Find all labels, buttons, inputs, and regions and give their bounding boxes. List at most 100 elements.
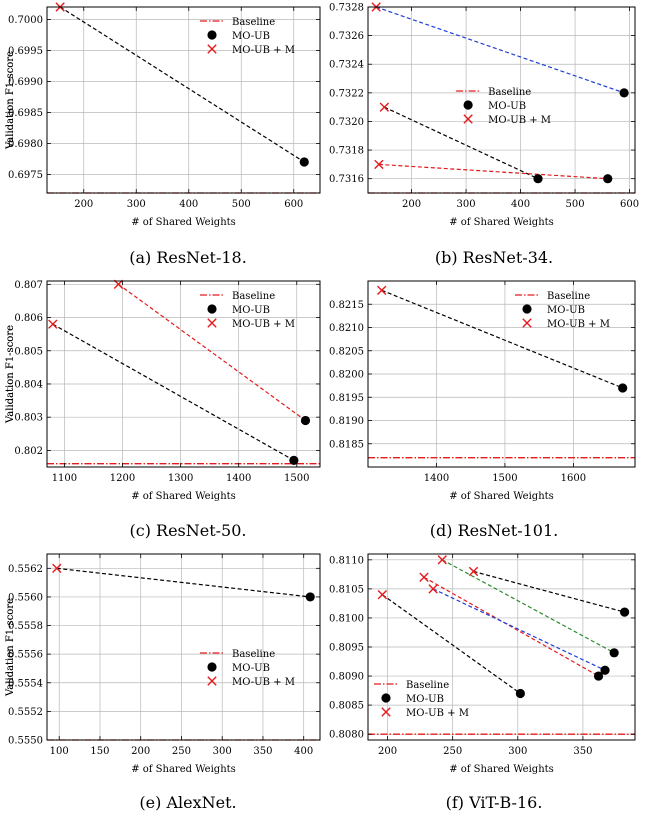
- mo-ub-m-point: [437, 555, 447, 565]
- subfigure-caption: (f) ViT-B-16.: [446, 793, 543, 812]
- y-tick-label: 0.7320: [329, 117, 364, 128]
- x-tick-label: 1100: [52, 473, 77, 484]
- legend-mo-ub-swatch: [207, 30, 217, 40]
- y-tick-label: 0.8100: [329, 613, 364, 624]
- chart-panel-3: 1400 1500 1600 0.8185 0.8190 0.8195 0.8200 0.82…: [5, 280, 636, 540]
- x-tick-label: 100: [50, 746, 69, 757]
- x-tick-label: 1600: [561, 473, 586, 484]
- pareto-dashed-line: [56, 567, 311, 598]
- legend-mo-ub-swatch: [381, 693, 391, 703]
- y-tick-label: 0.8095: [329, 643, 364, 654]
- legend-mo-ub-m-swatch: [207, 44, 217, 54]
- subfigure-caption: (d) ResNet-101.: [430, 521, 558, 540]
- x-tick-label: 500: [566, 199, 585, 210]
- x-tick-label: 300: [213, 746, 232, 757]
- legend-label-mo-ub-m: MO-UB + M: [232, 319, 295, 330]
- mo-ub-point: [619, 88, 629, 98]
- y-tick-label: 0.6985: [8, 108, 43, 119]
- y-tick-label: 0.8085: [329, 701, 364, 712]
- subfigure-caption: (c) ResNet-50.: [129, 521, 246, 540]
- y-tick-label: 0.6975: [8, 170, 43, 181]
- y-tick-label: 0.5562: [8, 564, 43, 575]
- legend-label-mo-ub-m: MO-UB + M: [232, 677, 295, 688]
- legend-mo-ub-m-swatch: [381, 707, 391, 717]
- y-tick-label: 0.7316: [329, 174, 364, 185]
- legend-label-mo-ub-m: MO-UB + M: [547, 319, 610, 330]
- y-tick-label: 0.6995: [8, 46, 43, 57]
- x-tick-label: 300: [457, 199, 476, 210]
- x-axis-title: # of Shared Weights: [449, 217, 554, 228]
- x-tick-label: 400: [179, 199, 198, 210]
- x-tick-label: 200: [378, 746, 397, 757]
- legend-label-mo-ub: MO-UB: [406, 694, 444, 705]
- pareto-dashed-line: [59, 6, 305, 163]
- x-tick-label: 1300: [168, 473, 193, 484]
- legend-label-mo-ub: MO-UB: [232, 31, 270, 42]
- legend-label-baseline: Baseline: [232, 649, 275, 660]
- y-axis-title: Validation F1-score: [5, 325, 16, 424]
- legend-label-mo-ub-m: MO-UB + M: [488, 115, 551, 126]
- y-tick-label: 0.806: [14, 313, 43, 324]
- y-tick-label: 0.805: [14, 346, 43, 357]
- axes-frame: [46, 280, 321, 468]
- y-tick-label: 0.8195: [329, 393, 364, 404]
- pareto-dashed-line: [375, 6, 625, 94]
- y-tick-label: 0.7000: [8, 15, 43, 26]
- mo-ub-m-point: [428, 584, 438, 594]
- x-tick-label: 300: [127, 199, 146, 210]
- legend-mo-ub-m-swatch: [207, 676, 217, 686]
- legend-mo-ub-swatch: [522, 304, 532, 314]
- x-axis-title: # of Shared Weights: [449, 764, 554, 775]
- mo-ub-m-point: [48, 319, 58, 329]
- y-tick-label: 0.7326: [329, 31, 364, 42]
- legend-mo-ub-m-swatch: [463, 114, 473, 124]
- y-tick-label: 0.8190: [329, 416, 364, 427]
- y-axis-title: Validation F1-score: [5, 598, 16, 697]
- legend: Baseline MO-UB MO-UB + M: [456, 87, 551, 126]
- x-tick-label: 600: [284, 199, 303, 210]
- legend-mo-ub-swatch: [463, 100, 473, 110]
- x-axis-title: # of Shared Weights: [131, 217, 236, 228]
- x-axis-title: # of Shared Weights: [449, 491, 554, 502]
- y-tick-label: 0.5554: [8, 678, 43, 689]
- x-tick-label: 1400: [226, 473, 251, 484]
- y-tick-label: 0.6980: [8, 139, 43, 150]
- x-tick-label: 500: [232, 199, 251, 210]
- x-tick-label: 1500: [492, 473, 517, 484]
- x-tick-label: 1500: [284, 473, 309, 484]
- mo-ub-m-point: [376, 285, 387, 295]
- y-tick-label: 0.7328: [329, 3, 364, 14]
- mo-ub-point: [289, 455, 299, 465]
- mo-ub-point: [593, 671, 604, 681]
- legend-label-mo-ub: MO-UB: [488, 101, 526, 112]
- mo-ub-point: [618, 383, 628, 393]
- y-tick-label: 0.8090: [329, 672, 364, 683]
- y-tick-label: 0.5558: [8, 621, 43, 632]
- x-axis-title: # of Shared Weights: [131, 764, 236, 775]
- y-tick-label: 0.5560: [8, 592, 43, 603]
- legend-mo-ub-swatch: [207, 304, 217, 314]
- y-tick-label: 0.6990: [8, 77, 43, 88]
- legend: Baseline MO-UB MO-UB + M: [200, 649, 295, 688]
- legend-label-mo-ub: MO-UB: [232, 663, 270, 674]
- mo-ub-m-point: [419, 572, 429, 582]
- legend-label-baseline: Baseline: [232, 291, 275, 302]
- pareto-dashed-line: [384, 106, 539, 180]
- chart-panel-4: 100 150 200 250 300 350 400 0.5550 0.5552 0.5554 0…: [5, 553, 321, 812]
- x-tick-label: 1400: [424, 473, 449, 484]
- y-tick-label: 0.7318: [329, 146, 364, 157]
- mo-ub-m-point: [52, 563, 62, 574]
- pareto-dashed-line: [441, 559, 615, 654]
- chart-panel-5: 200 250 300 350 0.8080 0.8085 0.8090 0.8095 0.81…: [5, 553, 636, 812]
- pareto-dashed-line: [52, 323, 295, 461]
- y-tick-label: 0.8185: [329, 439, 364, 450]
- x-tick-label: 350: [253, 746, 272, 757]
- y-tick-label: 0.8205: [329, 346, 364, 357]
- mo-ub-point: [609, 648, 619, 658]
- mo-ub-m-point: [377, 589, 388, 600]
- mo-ub-point: [603, 174, 613, 184]
- mo-ub-point: [299, 157, 309, 167]
- chart-panel-2: 1100 1200 1300 1400 1500 0.802 0.803 0.804 0.805…: [5, 279, 321, 540]
- y-tick-label: 0.803: [14, 413, 43, 424]
- subfigure-caption: (a) ResNet-18.: [129, 248, 247, 267]
